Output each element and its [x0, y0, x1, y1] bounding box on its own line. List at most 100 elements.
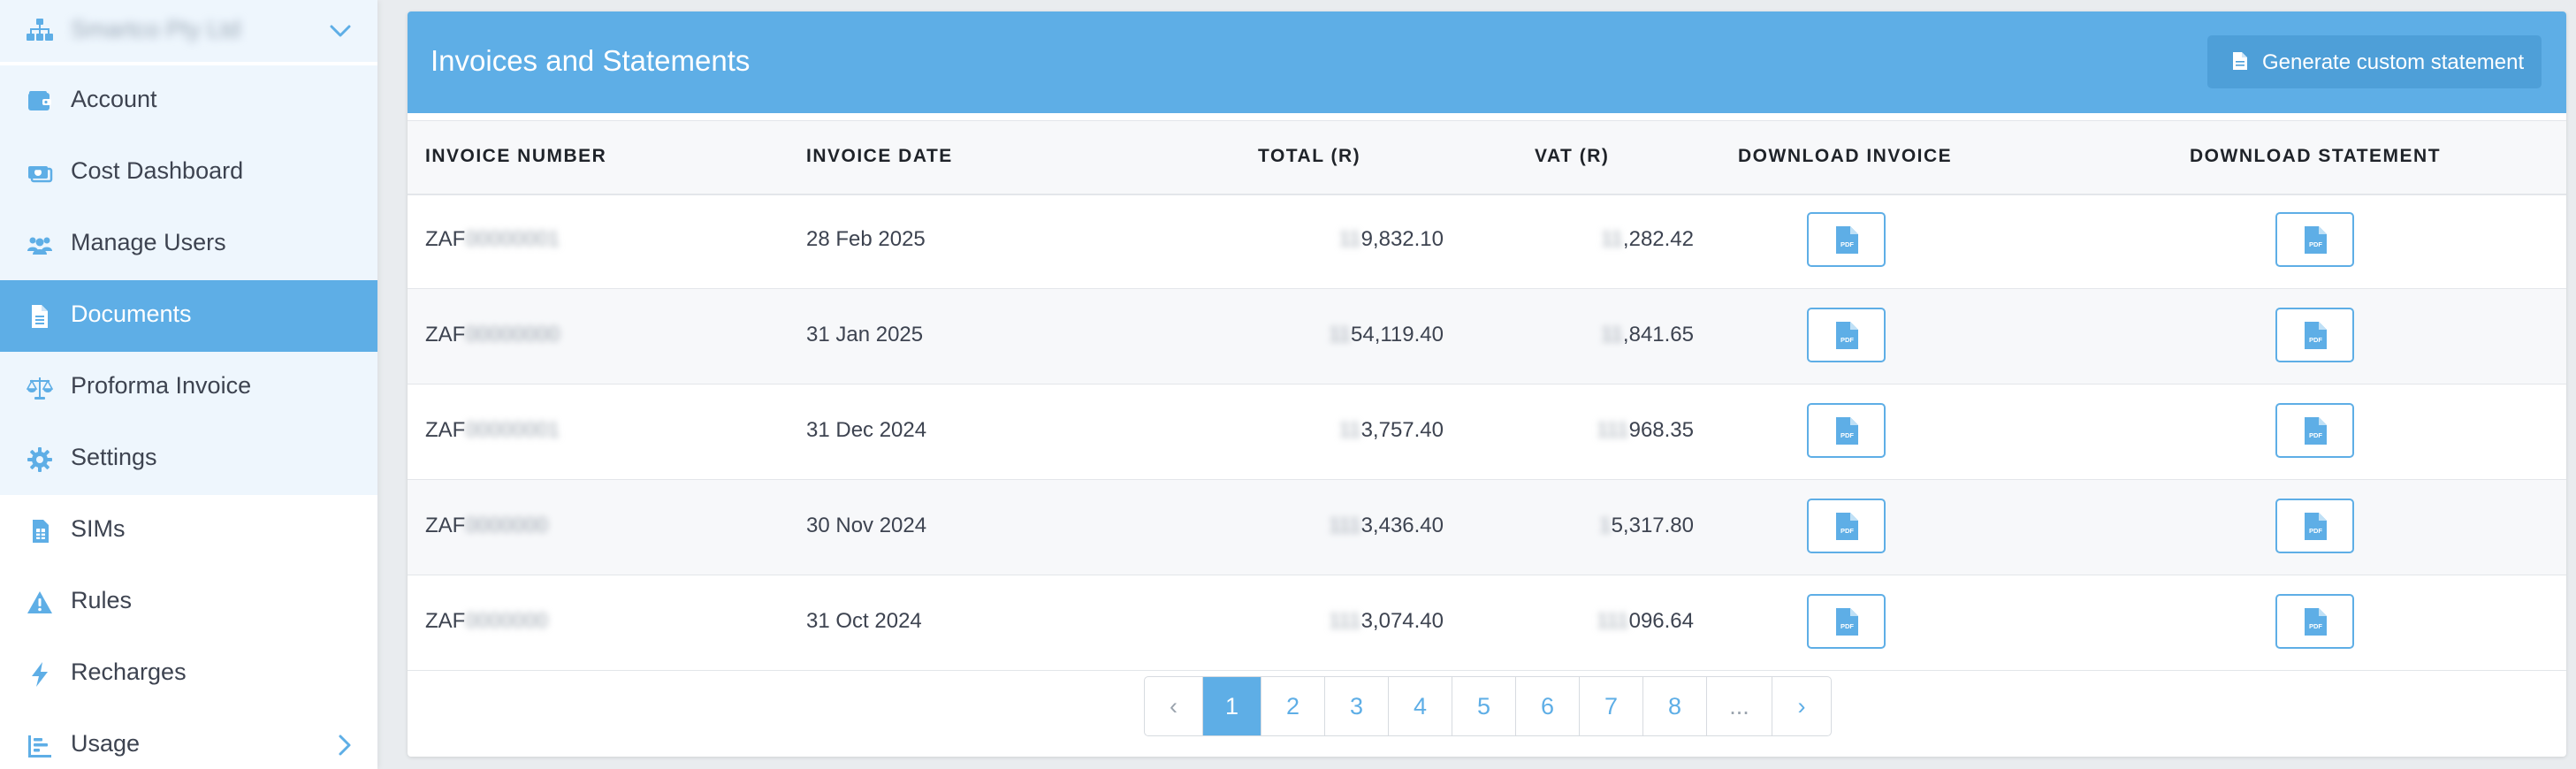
invoice-number-redacted: 00000000 — [465, 323, 560, 346]
sidebar-item-label: Rules — [71, 587, 133, 613]
sidebar-item-usage[interactable]: Usage — [0, 710, 377, 769]
sidebar-item-sims[interactable]: SIMs — [0, 495, 377, 567]
sidebar-item-label: SIMs — [71, 515, 126, 542]
invoice-number-cell: ZAF00000000 — [425, 323, 560, 347]
vat-redacted: 111 — [1597, 609, 1629, 633]
sidebar-item-label: Account — [71, 86, 157, 112]
vat-cell: 111968.35 — [1597, 418, 1694, 443]
vat-value: 096.64 — [1628, 609, 1694, 633]
pagination-page-3[interactable]: 3 — [1325, 677, 1389, 735]
total-cell: 1154,119.40 — [1329, 323, 1444, 347]
table-row: ZAF00000000 31 Jan 2025 1154,119.40 11,841.… — [408, 289, 2566, 384]
total-value: 3,436.40 — [1360, 514, 1444, 537]
download-statement-pdf-button[interactable]: PDF — [2275, 308, 2354, 362]
column-header-invoice-number: INVOICE NUMBER — [425, 146, 607, 166]
total-value: 3,074.40 — [1360, 609, 1444, 633]
invoice-number-prefix: ZAF — [425, 227, 466, 251]
column-header-vat: VAT (R) — [1535, 146, 1610, 166]
sidebar-item-cost-dashboard[interactable]: Cost Dashboard — [0, 137, 377, 209]
table-row: ZAF0000000 31 Oct 2024 1113,074.40 111096.6… — [408, 575, 2566, 671]
sidebar-item-documents[interactable]: Documents — [0, 280, 377, 352]
chevron-right-icon[interactable] — [332, 731, 355, 759]
pagination-page-2[interactable]: 2 — [1261, 677, 1325, 735]
gear-icon — [27, 447, 52, 472]
users-icon — [27, 237, 52, 255]
vat-redacted: 11 — [1601, 323, 1623, 346]
sidebar-item-rules[interactable]: Rules — [0, 567, 377, 638]
pdf-file-icon: PDF — [2305, 608, 2327, 636]
chevron-down-icon[interactable] — [327, 18, 354, 44]
table-header: INVOICE NUMBER INVOICE DATE TOTAL (R) VA… — [408, 120, 2566, 195]
card-header: Invoices and Statements Generate custom … — [408, 11, 2566, 113]
download-invoice-pdf-button[interactable]: PDF — [1807, 594, 1886, 649]
invoice-date-cell: 30 Nov 2024 — [806, 514, 927, 537]
vat-value: 5,317.80 — [1611, 514, 1694, 537]
download-statement-pdf-button[interactable]: PDF — [2275, 594, 2354, 649]
money-icon — [28, 166, 53, 183]
pdf-file-icon: PDF — [1836, 608, 1858, 636]
vat-value: ,282.42 — [1622, 227, 1694, 251]
invoice-number-cell: ZAF0000000 — [425, 514, 548, 538]
invoice-number-redacted: 0000000 — [465, 514, 548, 537]
pagination-page-1[interactable]: 1 — [1203, 677, 1261, 735]
column-header-download-statement: DOWNLOAD STATEMENT — [2190, 146, 2442, 166]
download-invoice-pdf-button[interactable]: PDF — [1807, 499, 1886, 553]
pagination-ellipsis: ... — [1707, 677, 1772, 735]
pdf-file-icon: PDF — [2305, 513, 2327, 540]
download-statement-pdf-button[interactable]: PDF — [2275, 212, 2354, 267]
pdf-label: PDF — [1841, 336, 1854, 344]
pagination-prev-button[interactable]: ‹ — [1145, 677, 1203, 735]
download-statement-pdf-button[interactable]: PDF — [2275, 499, 2354, 553]
warning-icon — [27, 591, 52, 613]
scale-icon — [27, 377, 53, 400]
pagination-page-4[interactable]: 4 — [1389, 677, 1452, 735]
vat-redacted: 1 — [1599, 514, 1612, 537]
total-value: 9,832.10 — [1360, 227, 1444, 251]
pdf-file-icon: PDF — [2305, 417, 2327, 445]
table-row: ZAF0000000 30 Nov 2024 1113,436.40 15,317.8… — [408, 480, 2566, 575]
sidebar-item-proforma-invoice[interactable]: Proforma Invoice — [0, 352, 377, 423]
generate-button-label: Generate custom statement — [2262, 50, 2525, 74]
sidebar-item-label: Recharges — [71, 659, 187, 685]
pagination-next-button[interactable]: › — [1797, 692, 1806, 720]
pagination-page-7[interactable]: 7 — [1580, 677, 1643, 735]
pdf-label: PDF — [1841, 527, 1854, 535]
download-invoice-pdf-button[interactable]: PDF — [1807, 212, 1886, 267]
org-name: Smartco Pty Ltd — [71, 16, 241, 42]
org-switcher[interactable]: Smartco Pty Ltd — [0, 0, 377, 62]
total-cell: 113,757.40 — [1339, 418, 1444, 443]
pdf-label: PDF — [2309, 336, 2322, 344]
pagination-page-8[interactable]: 8 — [1643, 677, 1707, 735]
download-statement-pdf-button[interactable]: PDF — [2275, 403, 2354, 458]
document-icon — [2233, 52, 2247, 70]
pdf-file-icon: PDF — [2305, 226, 2327, 254]
vat-value: 968.35 — [1628, 418, 1694, 442]
sidebar-item-label: Manage Users — [71, 229, 226, 255]
pdf-file-icon: PDF — [1836, 513, 1858, 540]
generate-custom-statement-button[interactable]: Generate custom statement — [2207, 35, 2542, 88]
invoice-date-cell: 31 Dec 2024 — [806, 418, 927, 442]
vat-cell: 11,282.42 — [1601, 227, 1694, 252]
vat-redacted: 111 — [1597, 418, 1629, 442]
pdf-file-icon: PDF — [1836, 417, 1858, 445]
vat-cell: 111096.64 — [1597, 609, 1694, 634]
total-cell: 1113,074.40 — [1329, 609, 1444, 634]
invoice-number-prefix: ZAF — [425, 514, 466, 537]
total-redacted: 11 — [1338, 418, 1361, 442]
wallet-icon — [28, 91, 51, 110]
invoice-date-cell: 28 Feb 2025 — [806, 227, 926, 251]
sidebar-item-settings[interactable]: Settings — [0, 423, 377, 495]
column-header-total: TOTAL (R) — [1258, 146, 1361, 166]
pagination-page-6[interactable]: 6 — [1516, 677, 1580, 735]
sidebar-item-recharges[interactable]: Recharges — [0, 638, 377, 710]
download-invoice-pdf-button[interactable]: PDF — [1807, 403, 1886, 458]
sidebar-item-label: Documents — [71, 301, 192, 327]
pdf-file-icon: PDF — [2305, 322, 2327, 349]
download-invoice-pdf-button[interactable]: PDF — [1807, 308, 1886, 362]
total-cell: 119,832.10 — [1339, 227, 1444, 252]
vat-value: ,841.65 — [1622, 323, 1694, 346]
sidebar-item-manage-users[interactable]: Manage Users — [0, 209, 377, 280]
pagination-page-5[interactable]: 5 — [1452, 677, 1516, 735]
sidebar-item-account[interactable]: Account — [0, 65, 377, 137]
pdf-label: PDF — [2309, 622, 2322, 630]
